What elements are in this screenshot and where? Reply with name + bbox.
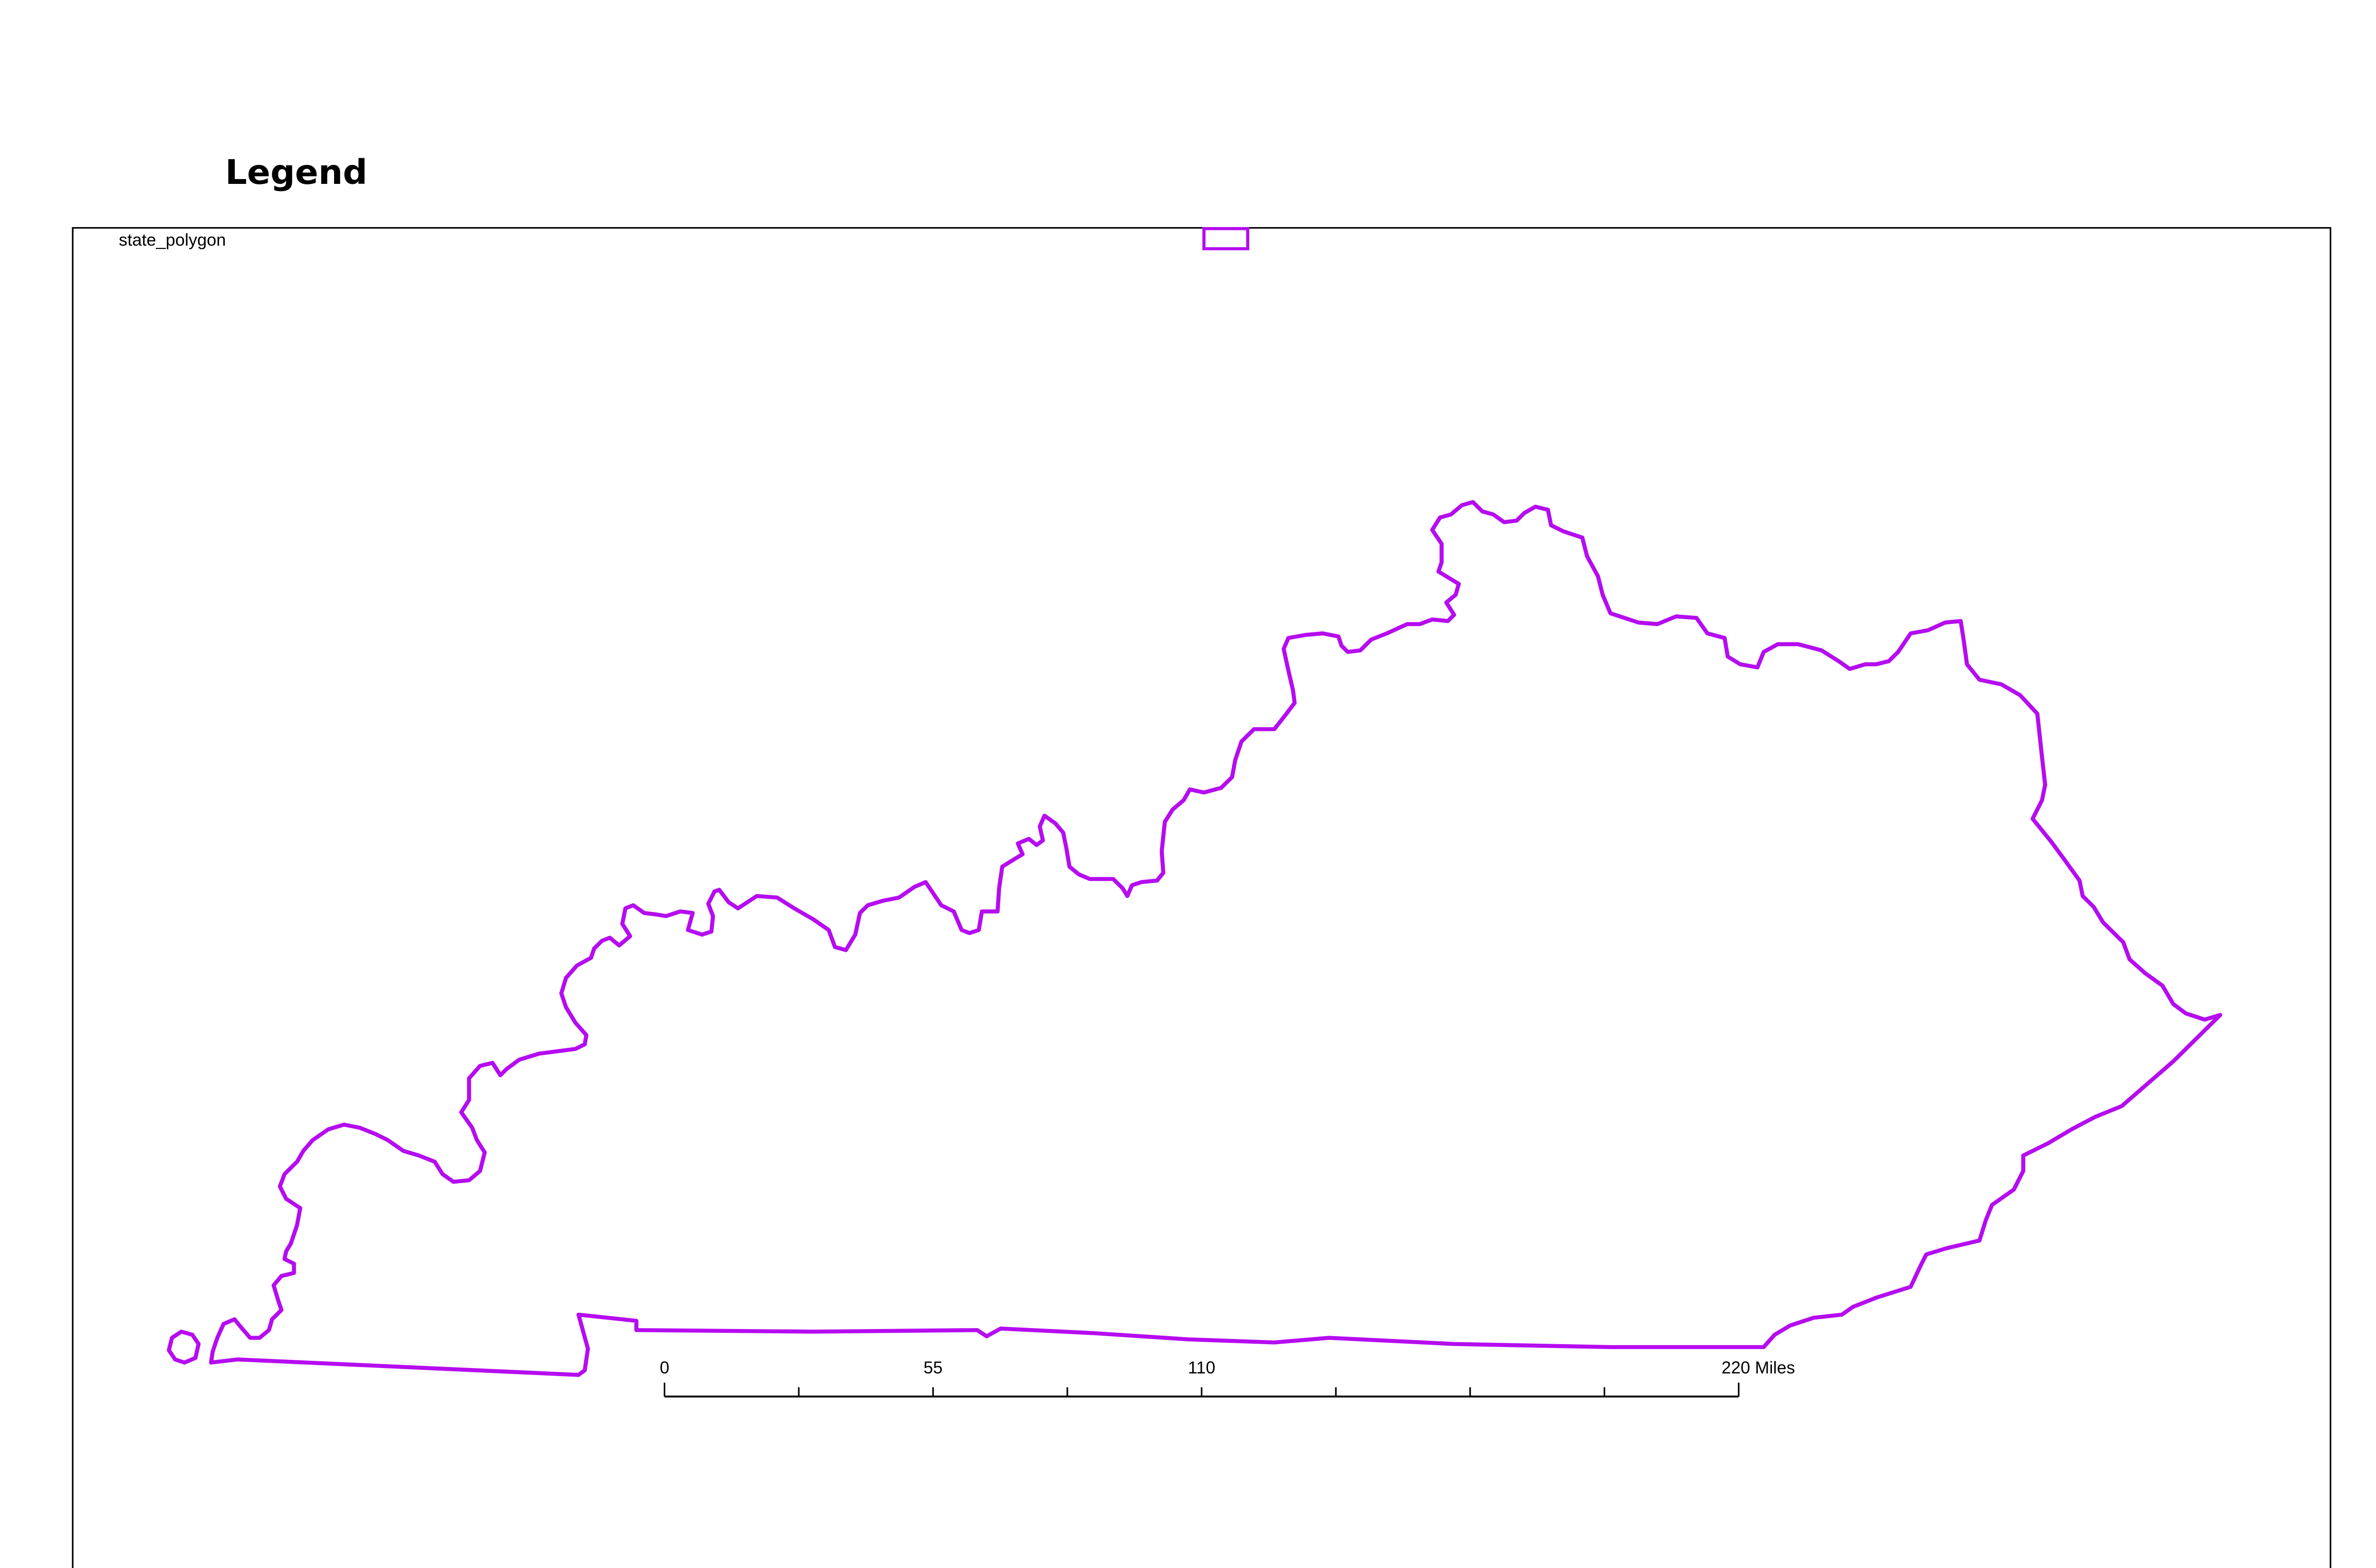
scale-bar-labels: 0 55 110 220 Miles — [660, 1358, 1795, 1377]
state-polygon-outline — [209, 500, 2223, 1377]
legend-swatch — [1202, 227, 1249, 250]
scale-bar-ticks — [663, 1382, 1740, 1397]
state-polygon-exclave — [167, 1329, 201, 1365]
scale-bar: 0 55 110 220 Miles — [660, 1358, 1795, 1398]
scale-bar-label: 110 — [1188, 1358, 1216, 1377]
legend-layer-label: state_polygon — [119, 230, 226, 249]
legend-title: Legend — [225, 152, 367, 191]
scale-bar-label: 55 — [923, 1358, 942, 1377]
scale-bar-label: 220 Miles — [1722, 1358, 1795, 1377]
map-frame — [72, 227, 2331, 1568]
state-polygon — [167, 500, 2223, 1377]
scale-bar-label: 0 — [660, 1358, 669, 1377]
